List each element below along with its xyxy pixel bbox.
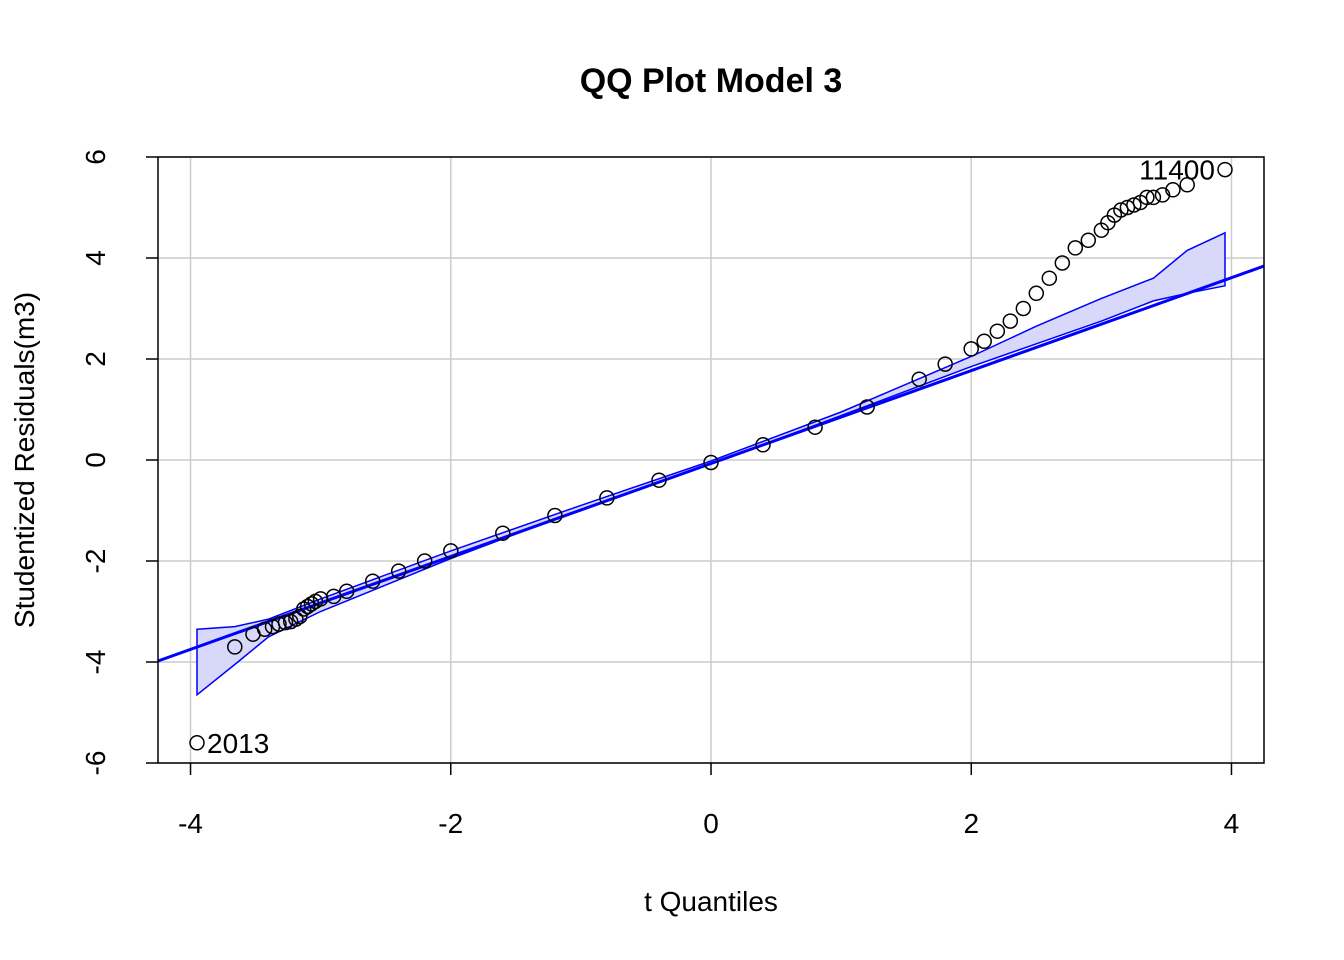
x-tick-label-2: 0: [703, 808, 719, 839]
data-point: [703, 454, 719, 471]
data-point: [338, 583, 355, 600]
data-point: [1217, 161, 1233, 178]
data-point: [937, 356, 953, 372]
data-point: [807, 419, 823, 435]
data-point: [1080, 232, 1097, 249]
data-point: [1154, 187, 1171, 203]
y-tick-label-0: -6: [80, 751, 111, 776]
data-point: [1015, 300, 1032, 317]
x-tick-label-4: 4: [1224, 808, 1240, 839]
data-point: [443, 543, 459, 559]
x-axis-label: t Quantiles: [644, 886, 778, 917]
data-point: [299, 598, 316, 615]
data-point: [1002, 313, 1019, 329]
point-labels: 11400 2013: [207, 155, 1215, 759]
data-point: [599, 490, 615, 506]
data-point: [976, 333, 992, 350]
data-point: [416, 553, 433, 569]
data-point: [495, 525, 511, 541]
data-point: [859, 399, 875, 415]
points-layer: [189, 161, 1233, 751]
data-point: [1145, 189, 1162, 206]
data-point: [189, 735, 205, 751]
data-point: [547, 507, 563, 524]
point-label-1: 2013: [207, 728, 269, 759]
data-point: [256, 621, 273, 637]
data-point: [989, 323, 1006, 339]
x-tick-label-0: -4: [178, 808, 203, 839]
reference-line: [157, 264, 1265, 663]
x-tick-label-3: 2: [963, 808, 979, 839]
data-point: [1165, 182, 1181, 198]
chart-title: QQ Plot Model 3: [580, 62, 843, 100]
data-point: [227, 639, 243, 655]
data-point: [911, 371, 927, 387]
y-axis: -6 -4 -2 0 2 4 6: [80, 149, 158, 775]
y-tick-label-4: 2: [80, 351, 111, 367]
data-point: [1067, 240, 1084, 256]
data-point: [651, 472, 667, 488]
x-tick-label-1: -2: [438, 808, 463, 839]
data-point: [390, 563, 407, 579]
data-point: [1041, 270, 1058, 286]
y-tick-label-6: 6: [80, 149, 111, 165]
point-label-0: 11400: [1139, 155, 1215, 186]
data-point: [1054, 255, 1071, 271]
data-point: [277, 614, 294, 631]
data-point: [303, 596, 320, 612]
grid-lines: [158, 156, 1264, 764]
y-axis-label: Studentized Residuals(m3): [9, 292, 40, 628]
data-point: [292, 608, 308, 625]
data-point: [1119, 199, 1136, 216]
x-axis: -4 -2 0 2 4: [178, 763, 1239, 839]
data-point: [755, 437, 771, 453]
reference-line-layer: [157, 264, 1265, 663]
y-tick-label-2: -2: [80, 549, 111, 574]
data-point: [288, 611, 304, 627]
y-tick-label-5: 4: [80, 250, 111, 266]
data-point: [364, 573, 381, 589]
y-tick-label-3: 0: [80, 452, 111, 468]
data-point: [271, 616, 287, 632]
data-point: [1139, 189, 1155, 206]
y-tick-label-1: -4: [80, 650, 111, 675]
data-point: [295, 601, 312, 617]
data-point: [1113, 202, 1129, 218]
data-point: [1126, 197, 1142, 213]
data-point: [1028, 285, 1045, 302]
data-point: [963, 341, 979, 357]
data-point: [325, 588, 342, 605]
data-point: [1179, 177, 1195, 193]
